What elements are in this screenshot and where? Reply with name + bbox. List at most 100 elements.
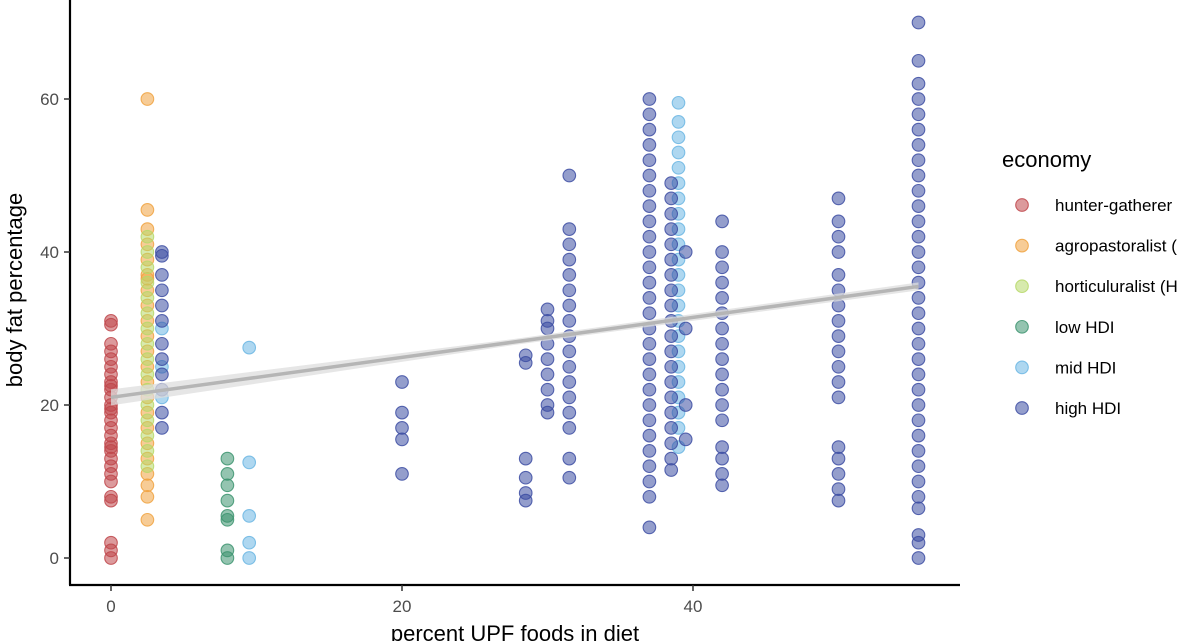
legend-swatch [1015, 360, 1029, 375]
points-layer [104, 15, 926, 565]
data-point [831, 359, 846, 374]
data-point [831, 344, 846, 359]
data-point [831, 440, 846, 454]
data-point [155, 283, 169, 298]
data-point [664, 191, 679, 206]
data-point [220, 478, 235, 493]
data-point [911, 214, 926, 229]
data-point [911, 501, 926, 516]
data-point [155, 421, 169, 435]
data-point [671, 130, 686, 145]
y-tick-label: 40 [40, 243, 59, 262]
data-point [715, 291, 729, 305]
series-3 [220, 451, 235, 565]
legend-swatch [1015, 319, 1029, 334]
data-point [140, 229, 155, 244]
data-point [911, 428, 926, 443]
legend-label: mid HDI [1055, 358, 1116, 377]
data-point [642, 107, 657, 122]
data-point [678, 321, 693, 336]
data-point [140, 428, 155, 443]
data-point [664, 283, 679, 298]
data-point [911, 107, 926, 122]
series-0 [104, 314, 118, 565]
data-point [911, 229, 926, 244]
data-point [562, 298, 577, 313]
ticks-layer: 0 20 40 0 20 40 60 [40, 90, 702, 616]
data-point [831, 268, 846, 282]
data-point [642, 183, 657, 198]
data-point [395, 467, 409, 481]
data-point [155, 245, 169, 259]
legend-title: economy [1002, 147, 1091, 172]
data-point [642, 489, 657, 504]
legend-swatch [1015, 198, 1029, 212]
data-point [562, 314, 577, 328]
data-point [562, 222, 577, 236]
y-tick-label: 60 [40, 90, 59, 109]
legend-item: low HDI [1015, 318, 1115, 337]
x-tick-label: 0 [106, 597, 115, 616]
data-point [911, 321, 926, 336]
data-point [911, 183, 926, 198]
data-point [518, 470, 533, 485]
data-point [540, 382, 555, 397]
data-point [562, 283, 577, 298]
data-point [715, 467, 729, 481]
data-point [140, 203, 155, 217]
data-point [104, 489, 118, 504]
data-point [911, 398, 926, 412]
data-point [715, 275, 729, 290]
data-point [104, 535, 118, 550]
data-point [155, 405, 169, 420]
data-point [715, 336, 729, 351]
data-point [642, 260, 657, 275]
data-point [715, 451, 729, 466]
data-point [642, 214, 657, 229]
data-point [911, 382, 926, 397]
data-point [642, 444, 657, 458]
data-point [911, 413, 926, 428]
data-point [140, 413, 155, 428]
series-2 [140, 229, 155, 474]
data-point [831, 493, 846, 508]
data-point [140, 352, 155, 366]
data-point [140, 291, 155, 305]
data-point [242, 551, 257, 565]
data-point [642, 275, 657, 290]
data-point [642, 413, 657, 428]
legend-swatch [1015, 401, 1029, 415]
data-point [715, 367, 729, 382]
data-point [671, 115, 686, 129]
data-point [642, 153, 657, 168]
data-point [140, 336, 155, 351]
data-point [664, 359, 679, 374]
legend-swatch [1015, 279, 1029, 294]
data-point [664, 390, 679, 405]
data-point [642, 474, 657, 489]
data-point [911, 76, 926, 91]
confidence-band [111, 282, 919, 406]
data-point [831, 329, 846, 343]
data-point [562, 421, 577, 435]
data-point [911, 138, 926, 152]
legend-item: agropastoralist ( [1015, 237, 1177, 256]
data-point [642, 138, 657, 152]
data-point [540, 314, 555, 328]
y-tick-label: 20 [40, 396, 59, 415]
data-point [140, 275, 155, 290]
data-point [562, 390, 577, 405]
data-point [540, 302, 555, 317]
x-axis-title: percent UPF foods in diet [391, 621, 639, 641]
data-point [715, 352, 729, 366]
data-point [562, 470, 577, 485]
data-point [395, 375, 409, 389]
data-point [562, 375, 577, 389]
data-point [831, 191, 846, 206]
data-point [664, 237, 679, 252]
data-point [664, 176, 679, 190]
series-5 [155, 15, 926, 565]
data-point [140, 489, 155, 504]
